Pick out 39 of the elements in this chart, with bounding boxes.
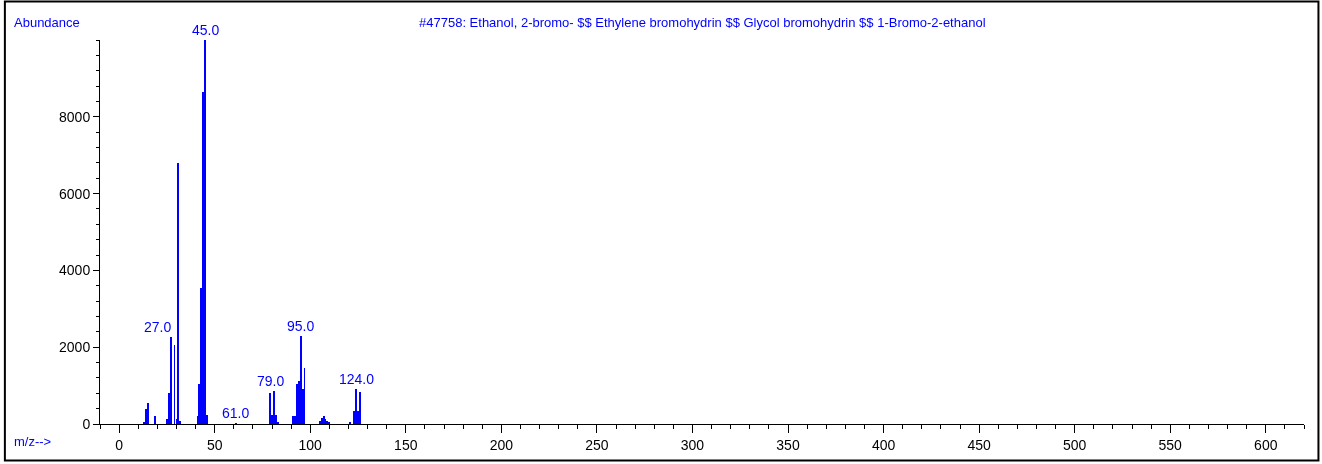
- x-tick-label: 600: [1254, 436, 1278, 453]
- chart-title: #47758: Ethanol, 2-bromo- $$ Ethylene bromohydrin $$ Glycol bromohydrin $$ 1-Bromo-2-ethanol: [419, 15, 986, 30]
- bar: [296, 384, 298, 424]
- annotation: 61.0: [222, 405, 250, 421]
- annotation: 79.0: [257, 373, 285, 389]
- bar: [147, 403, 149, 424]
- x-tick-label: 250: [585, 436, 609, 453]
- x-tick-label: 150: [394, 436, 418, 453]
- bar: [359, 392, 361, 424]
- annotation: 95.0: [287, 318, 315, 334]
- x-tick-label: 550: [1158, 436, 1183, 453]
- bar: [273, 391, 275, 424]
- x-tick-label: 50: [206, 436, 223, 453]
- bar: [355, 389, 357, 424]
- annotation: 45.0: [192, 22, 220, 38]
- bar: [177, 163, 179, 424]
- x-tick-label: 100: [298, 436, 323, 453]
- y-axis-title: Abundance: [14, 15, 80, 30]
- bar: [204, 40, 206, 424]
- y-tick-label: 2000: [59, 339, 91, 356]
- annotation: 124.0: [339, 371, 375, 387]
- y-tick-label: 4000: [59, 262, 91, 279]
- x-tick-label: 200: [489, 436, 514, 453]
- bar: [300, 336, 302, 424]
- y-tick-label: 6000: [59, 185, 91, 202]
- x-tick-label: 350: [776, 436, 800, 453]
- y-tick-label: 0: [82, 415, 91, 432]
- x-tick-label: 300: [680, 436, 705, 453]
- x-axis-title: m/z-->: [14, 434, 52, 449]
- x-tick-label: 0: [115, 436, 124, 453]
- bar: [319, 421, 321, 424]
- x-tick-label: 400: [871, 436, 896, 453]
- y-tick-label: 8000: [59, 108, 91, 125]
- bar: [170, 337, 172, 424]
- annotation: 27.0: [144, 319, 172, 335]
- bar: [269, 393, 271, 424]
- x-tick-label: 450: [967, 436, 991, 453]
- x-tick-label: 500: [1062, 436, 1087, 453]
- bar: [154, 416, 156, 424]
